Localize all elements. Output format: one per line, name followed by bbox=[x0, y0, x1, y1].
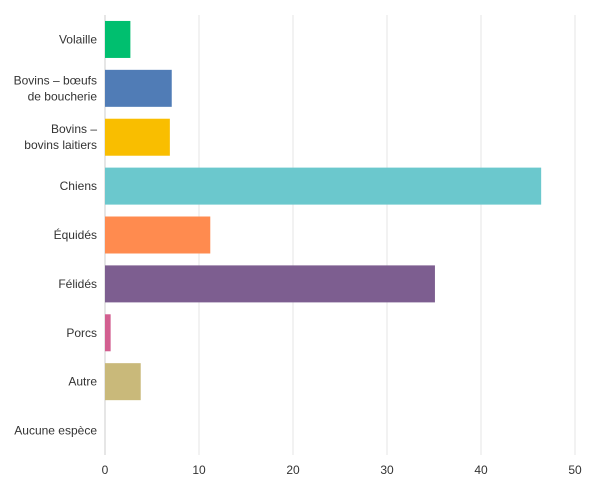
category-label-line: Porcs bbox=[66, 326, 97, 340]
category-label-line: Aucune espèce bbox=[14, 424, 97, 438]
category-label: Autre bbox=[68, 375, 97, 389]
bar bbox=[105, 314, 111, 352]
category-label-line: Équidés bbox=[54, 227, 97, 242]
x-tick-label: 0 bbox=[102, 463, 109, 477]
x-tick-label: 30 bbox=[380, 463, 394, 477]
bar bbox=[105, 69, 172, 107]
category-label-line: Félidés bbox=[58, 277, 97, 291]
category-label: Équidés bbox=[54, 227, 97, 242]
x-tick-label: 40 bbox=[474, 463, 488, 477]
category-label: Félidés bbox=[58, 277, 97, 291]
x-tick-label: 50 bbox=[568, 463, 582, 477]
category-label-line: Chiens bbox=[60, 179, 97, 193]
bars bbox=[105, 20, 542, 401]
category-label-line: bovins laitiers bbox=[24, 138, 97, 152]
category-label-line: Volaille bbox=[59, 32, 97, 46]
category-label-line: Autre bbox=[68, 375, 97, 389]
x-axis-ticks: 0 10 20 30 40 50 bbox=[102, 463, 582, 477]
bar bbox=[105, 265, 435, 303]
bar bbox=[105, 20, 131, 58]
x-tick-label: 20 bbox=[286, 463, 300, 477]
category-label: Volaille bbox=[59, 32, 97, 46]
category-label-line: Bovins – bbox=[51, 122, 97, 136]
category-label: Aucune espèce bbox=[14, 424, 97, 438]
bar bbox=[105, 363, 141, 401]
category-label: Chiens bbox=[60, 179, 97, 193]
x-tick-label: 10 bbox=[192, 463, 206, 477]
category-label: Porcs bbox=[66, 326, 97, 340]
bar bbox=[105, 216, 211, 254]
bar bbox=[105, 167, 542, 205]
category-label: Bovins – bovins laitiers bbox=[24, 122, 97, 152]
category-label: Bovins – bœufs de boucherie bbox=[14, 73, 98, 103]
category-label-line: de boucherie bbox=[28, 89, 98, 103]
bar bbox=[105, 118, 170, 156]
category-label-line: Bovins – bœufs bbox=[14, 73, 97, 87]
